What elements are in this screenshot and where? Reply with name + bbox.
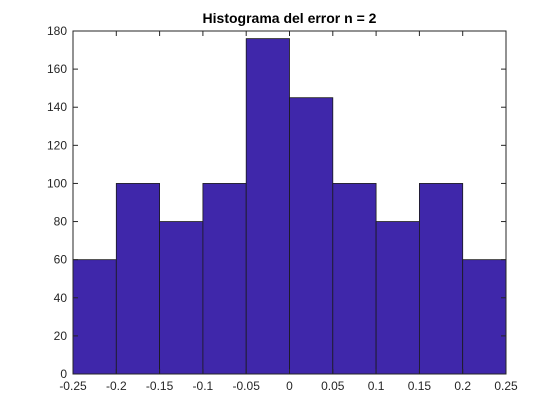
x-tick-label: 0.25 — [494, 379, 518, 393]
y-tick-label: 140 — [47, 100, 67, 114]
x-tick-label: -0.15 — [146, 379, 174, 393]
y-tick-label: 20 — [54, 329, 68, 343]
histogram-bar — [462, 259, 507, 375]
y-tick-label: 80 — [54, 215, 68, 229]
y-tick-label: 40 — [54, 291, 68, 305]
y-tick-label: 180 — [47, 24, 67, 38]
histogram-bar — [159, 221, 204, 375]
histogram-bar — [332, 183, 377, 375]
x-tick-label: -0.25 — [59, 379, 87, 393]
x-tick-label: -0.05 — [233, 379, 261, 393]
y-tick-label: 100 — [47, 176, 67, 190]
histogram-bar — [245, 38, 290, 375]
x-tick-label: 0.15 — [408, 379, 432, 393]
y-tick-label: 0 — [60, 367, 67, 381]
y-tick-label: 60 — [54, 253, 68, 267]
histogram-bar — [418, 183, 464, 375]
histogram-bar — [202, 183, 247, 375]
x-tick-label: 0.1 — [368, 379, 385, 393]
x-tick-label: -0.2 — [106, 379, 127, 393]
histogram-bar — [375, 221, 420, 375]
x-tick-label: 0.2 — [454, 379, 471, 393]
histogram-bar — [72, 259, 117, 375]
x-axis: -0.25 -0.2 -0.15 -0.1 -0.05 0 0.05 0.1 0.15 0.2 0.… — [59, 31, 518, 393]
chart-title: Histograma del error n = 2 — [203, 10, 377, 26]
histogram-bar — [115, 183, 161, 375]
x-tick-label: -0.1 — [193, 379, 214, 393]
y-tick-label: 120 — [47, 138, 67, 152]
y-axis: 0 20 40 60 80 100 120 140 160 180 — [47, 24, 506, 381]
x-tick-label: 0.05 — [321, 379, 345, 393]
bars-group — [72, 38, 507, 375]
x-tick-label: 0 — [286, 379, 293, 393]
histogram-bar — [289, 97, 334, 375]
y-tick-label: 160 — [47, 62, 67, 76]
